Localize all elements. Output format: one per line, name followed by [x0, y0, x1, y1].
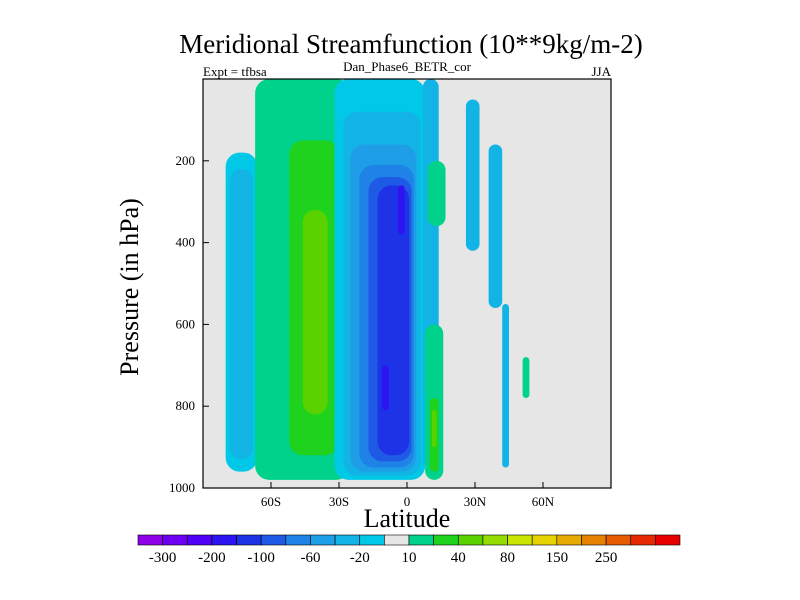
colorbar-box	[507, 534, 533, 546]
colorbar-label: 150	[546, 550, 569, 566]
y-axis: 200 400 600 800 1000	[169, 153, 209, 495]
region-northern-small-green	[522, 357, 530, 399]
colorbar-box	[285, 534, 311, 546]
colorbar-label: -60	[300, 550, 320, 566]
colorbar-box	[384, 534, 410, 546]
x-tick-label: 30N	[464, 494, 487, 509]
colorbar-label: -300	[149, 550, 177, 566]
x-tick-label: 30S	[329, 494, 349, 509]
region-high-lat-south-light-blue	[230, 168, 253, 460]
case-label: Dan_Phase6_BETR_cor	[343, 59, 471, 74]
y-tick-label: 400	[176, 235, 196, 250]
colorbar-label: 250	[595, 550, 618, 566]
chart-title: Meridional Streamfunction (10**9kg/m-2)	[179, 29, 642, 59]
x-axis: 60S 30S 0 30N 60N	[261, 482, 555, 509]
colorbar-box	[334, 534, 361, 546]
region-north-cell-green-outer	[427, 160, 446, 227]
y-tick-label: 800	[176, 398, 196, 413]
colorbar-label: -200	[198, 550, 226, 566]
colorbar-label: -20	[350, 550, 370, 566]
colorbar-box	[605, 534, 632, 546]
colorbar-box	[186, 534, 213, 546]
y-tick-label: 200	[176, 153, 196, 168]
region-ne-light-blue-3	[502, 303, 509, 468]
colorbar-box	[359, 534, 385, 546]
plot-area: 60S 30S 0 30N 60N 200 400 600 800 1000	[169, 78, 612, 509]
x-tick-label: 60S	[261, 494, 281, 509]
colorbar-box	[236, 534, 262, 546]
colorbar-label: 40	[451, 550, 466, 566]
colorbar-box	[162, 534, 188, 546]
colorbar-box	[630, 534, 656, 546]
region-ne-light-blue	[465, 99, 480, 251]
region-hadley-core	[397, 185, 405, 235]
colorbar-box	[531, 534, 558, 546]
colorbar-box	[408, 534, 434, 546]
colorbar-box	[457, 534, 484, 546]
contour-regions	[225, 79, 530, 480]
season-label: JJA	[591, 64, 611, 79]
colorbar: -300 -200 -100 -60 -20 10 40 80 150 250	[137, 534, 681, 566]
colorbar-box	[260, 534, 287, 546]
colorbar-box	[482, 534, 508, 546]
region-south-cell-lime	[302, 209, 328, 415]
colorbar-box	[211, 534, 237, 546]
colorbar-box	[556, 534, 582, 546]
x-tick-label: 60N	[532, 494, 555, 509]
colorbar-box	[310, 534, 336, 546]
colorbar-label: 10	[402, 550, 417, 566]
expt-label: Expt = tfbsa	[203, 64, 267, 79]
region-north-cell-light-green	[431, 410, 437, 448]
y-tick-label: 1000	[169, 480, 195, 495]
x-axis-label: Latitude	[364, 504, 451, 533]
colorbar-box	[433, 534, 459, 546]
region-hadley-core-2	[382, 365, 389, 411]
region-ne-light-blue-2	[488, 144, 503, 309]
colorbar-label: -100	[247, 550, 275, 566]
colorbar-label: 80	[500, 550, 515, 566]
y-tick-label: 600	[176, 316, 196, 331]
y-axis-label: Pressure (in hPa)	[115, 198, 144, 376]
x-tick-label: 0	[404, 494, 411, 509]
colorbar-box	[655, 534, 681, 546]
colorbar-box	[137, 534, 163, 546]
colorbar-box	[581, 534, 607, 546]
